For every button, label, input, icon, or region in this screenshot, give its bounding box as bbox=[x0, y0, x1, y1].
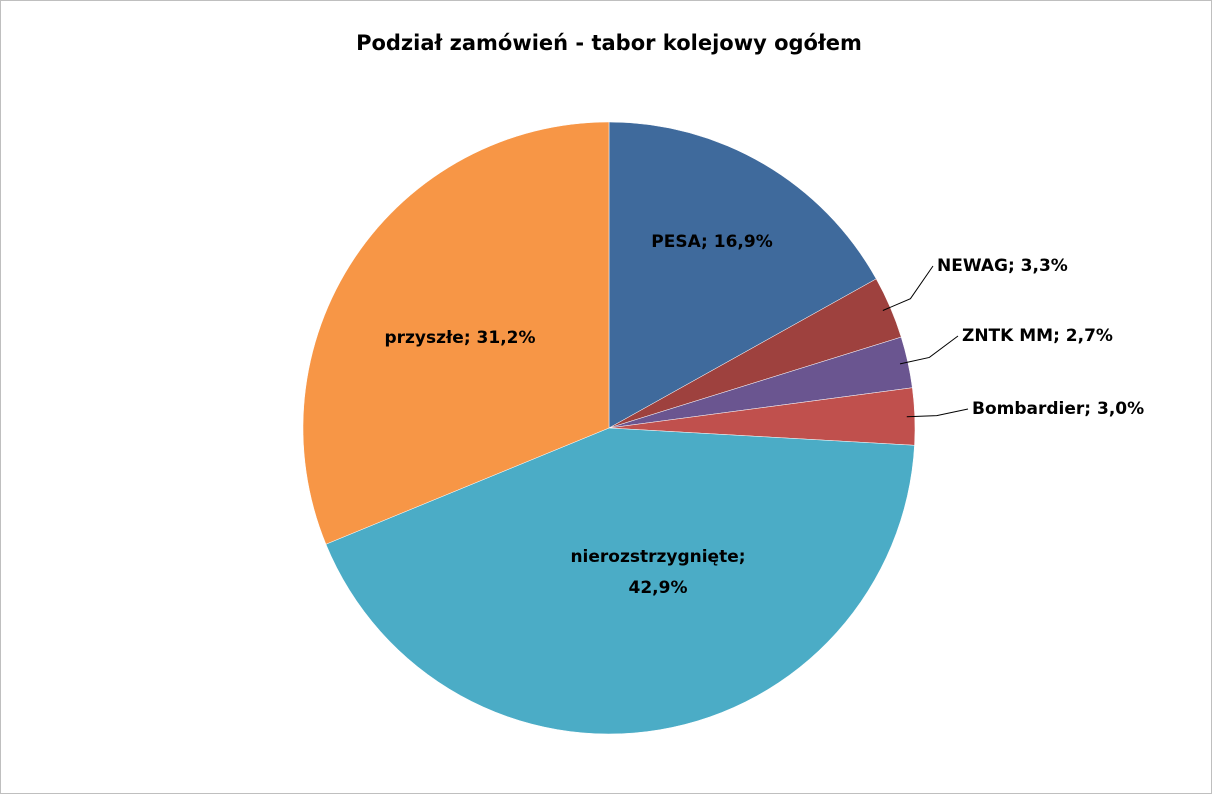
data-label: NEWAG; 3,3% bbox=[937, 256, 1068, 276]
data-label: nierozstrzygnięte; 42,9% bbox=[570, 547, 745, 598]
chart-title: Podział zamówień - tabor kolejowy ogółem bbox=[356, 31, 862, 55]
label-line: nierozstrzygnięte; bbox=[570, 547, 745, 567]
data-label: PESA; 16,9% bbox=[651, 232, 772, 252]
leader-line bbox=[899, 335, 959, 365]
label-line: 42,9% bbox=[629, 578, 688, 598]
data-label: przyszłe; 31,2% bbox=[384, 328, 535, 348]
pie-slice bbox=[302, 121, 610, 545]
data-label: Bombardier; 3,0% bbox=[972, 399, 1144, 419]
pie-slice bbox=[608, 121, 877, 429]
leader-line bbox=[882, 265, 934, 311]
pie-slice bbox=[325, 427, 915, 735]
data-label: ZNTK MM; 2,7% bbox=[962, 326, 1113, 346]
leader-line bbox=[906, 408, 969, 418]
